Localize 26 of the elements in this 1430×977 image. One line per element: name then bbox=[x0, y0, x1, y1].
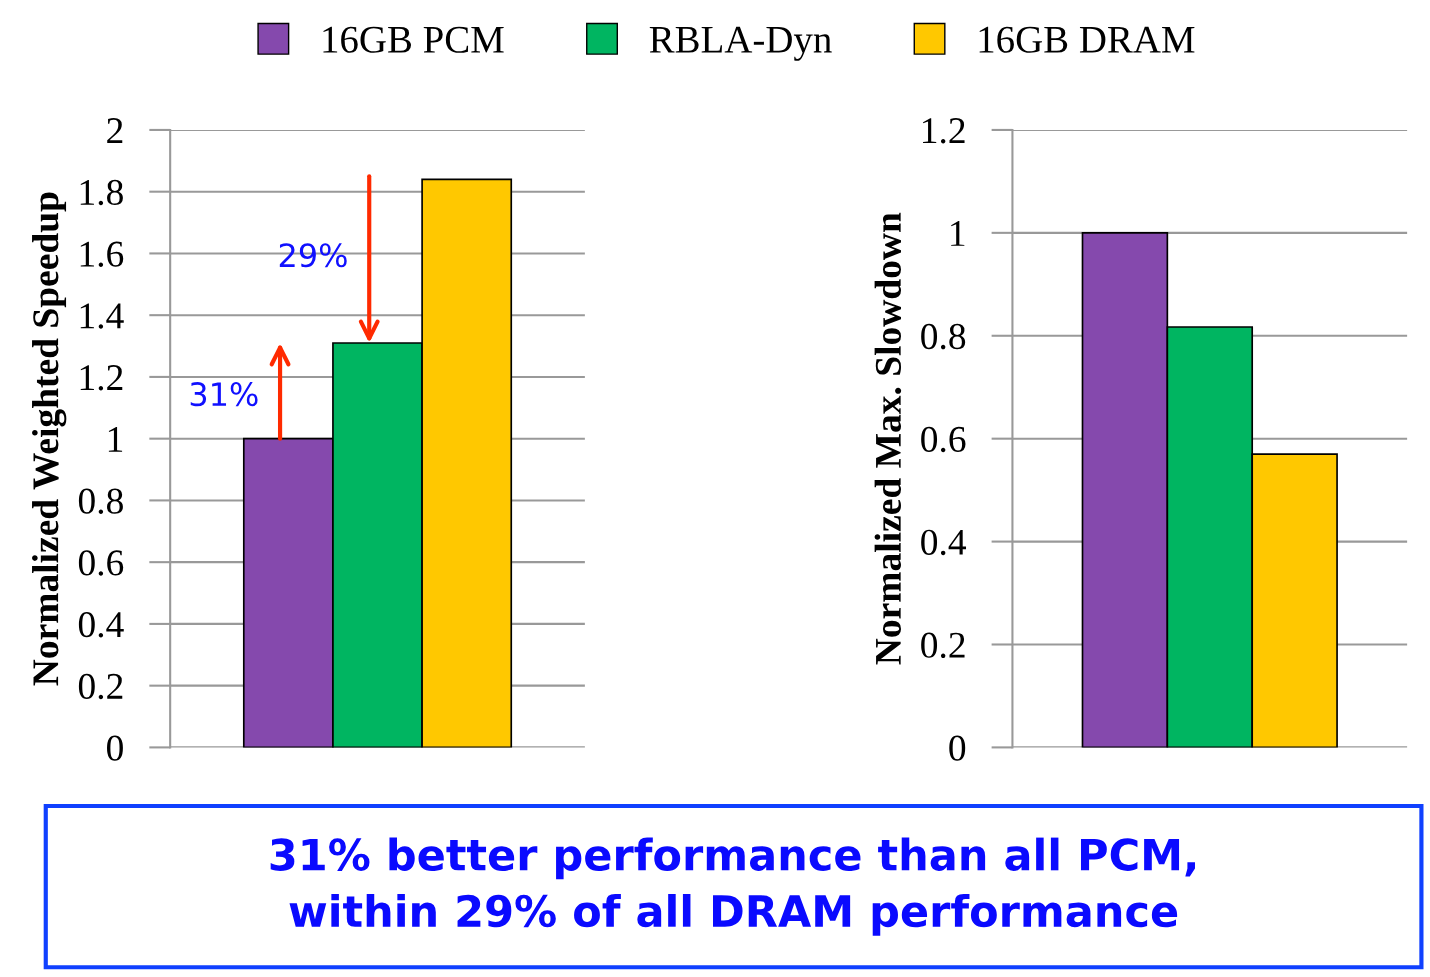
y-tick-label: 0.6 bbox=[921, 426, 966, 453]
legend-label: 16GB DRAM bbox=[979, 26, 1195, 53]
annotation: 29% bbox=[279, 243, 347, 268]
y-tick-label: 0.8 bbox=[921, 323, 966, 350]
y-tick-label: 1.2 bbox=[923, 118, 965, 144]
legend-label: 16GB PCM bbox=[323, 26, 504, 53]
y-tick-label: 1 bbox=[108, 426, 123, 452]
legend-label: RBLA-Dyn bbox=[649, 26, 832, 61]
y-tick-label: 0.4 bbox=[78, 611, 124, 638]
y-tick-label: 2 bbox=[107, 118, 123, 143]
y-axis-title: Normalized Weighted Speedup bbox=[32, 192, 67, 686]
y-tick-label: 0.4 bbox=[921, 529, 967, 556]
y-tick-label: 0.2 bbox=[78, 673, 123, 700]
y-tick-label: 1 bbox=[951, 221, 965, 246]
y-tick-label: 0 bbox=[107, 735, 123, 761]
y-axis-title: Normalized Max. Slowdown bbox=[874, 212, 902, 665]
y-tick-label: 0 bbox=[949, 735, 966, 761]
y-tick-label: 1.8 bbox=[80, 179, 123, 206]
y-tick-label: 1.2 bbox=[80, 365, 123, 391]
annotation: 31% bbox=[190, 382, 258, 407]
y-tick-label: 1.6 bbox=[80, 241, 124, 267]
y-tick-label: 0.2 bbox=[921, 632, 965, 659]
text: 31% better performance than all PCM, within 29% of all DRAM performance bbox=[270, 837, 1195, 936]
y-tick-label: 0.8 bbox=[78, 488, 123, 514]
y-tick-label: 1.4 bbox=[80, 303, 124, 329]
y-tick-label: 0.6 bbox=[78, 550, 124, 576]
